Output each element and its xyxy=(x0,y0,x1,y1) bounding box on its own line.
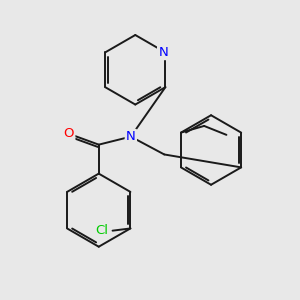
Text: Cl: Cl xyxy=(95,224,108,237)
Text: N: N xyxy=(126,130,136,143)
Text: O: O xyxy=(64,127,74,140)
Text: N: N xyxy=(158,46,168,59)
